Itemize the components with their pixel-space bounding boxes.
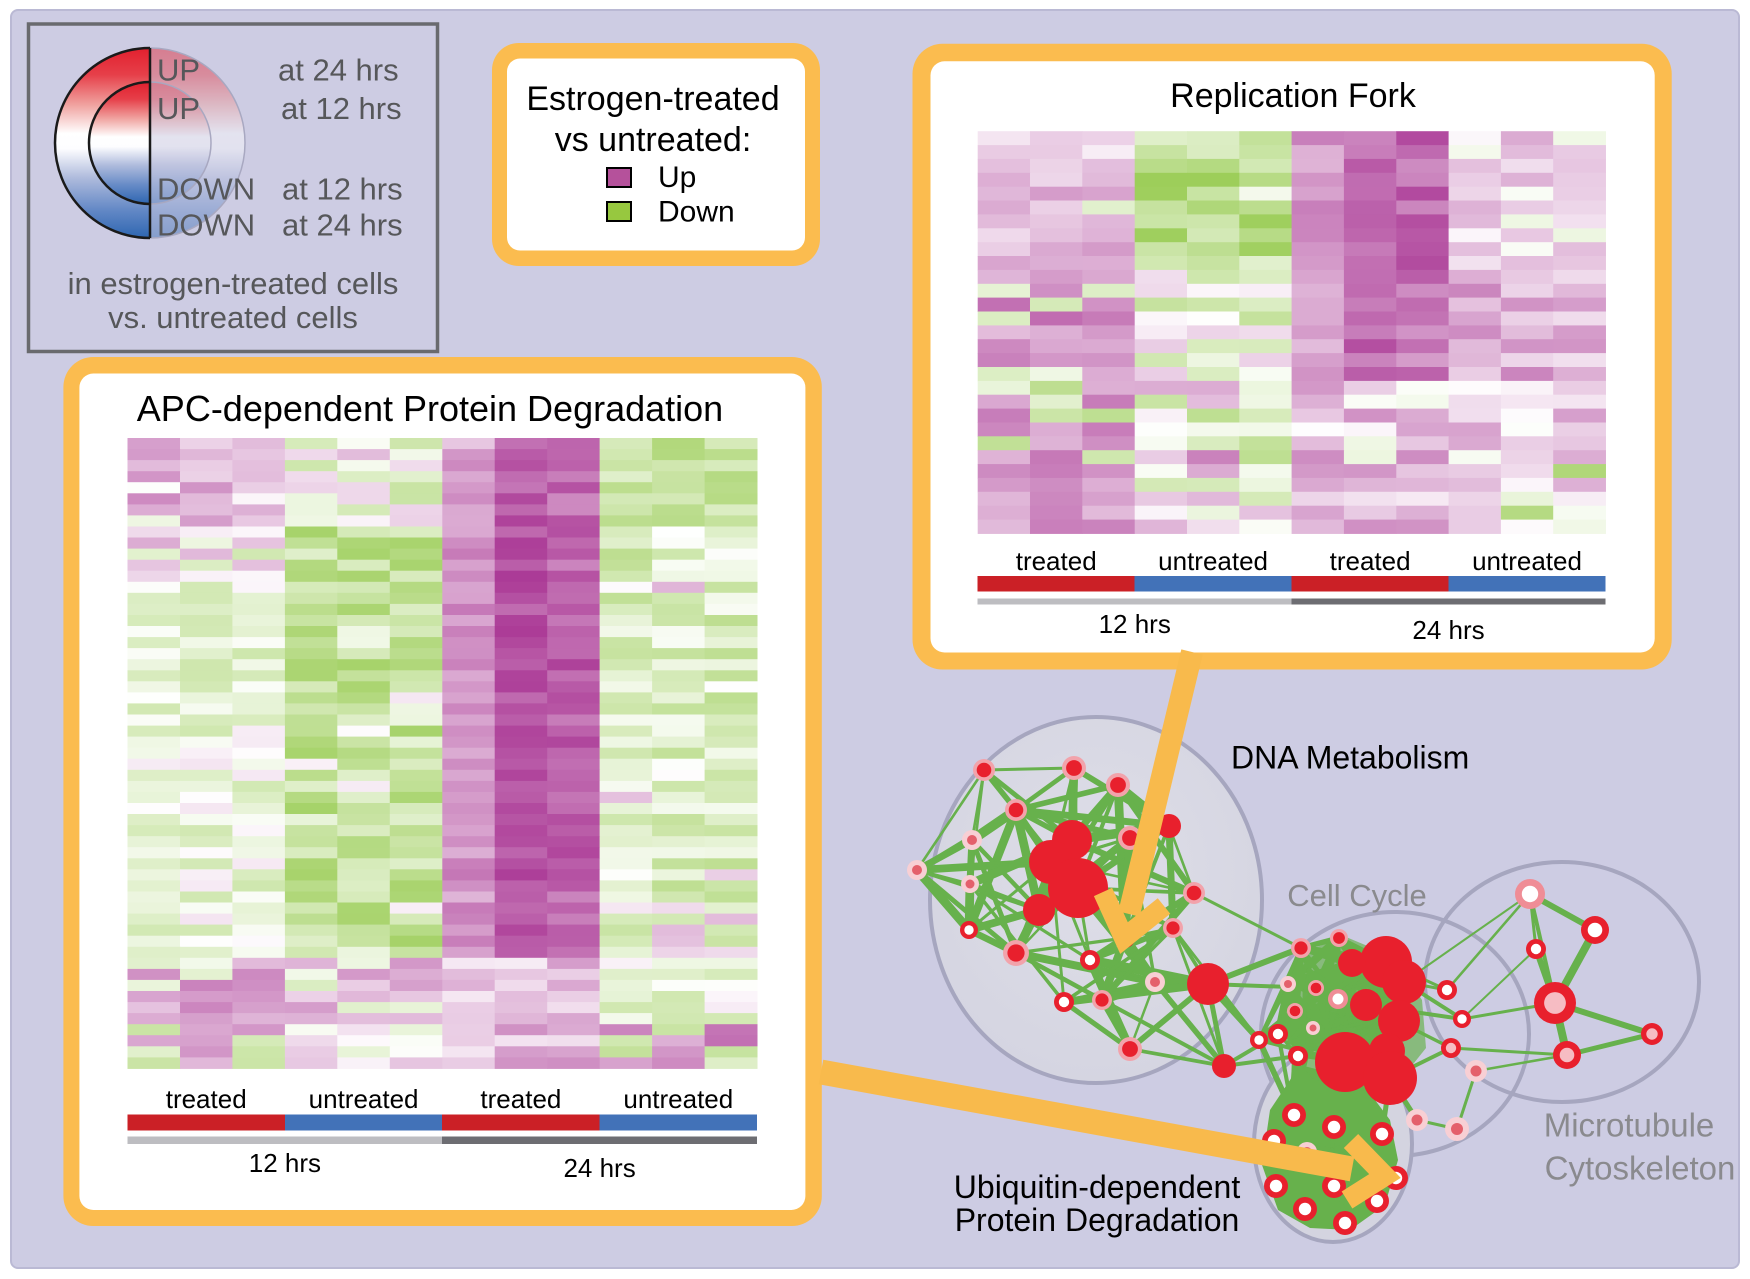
- svg-text:at 12 hrs: at 12 hrs: [281, 91, 402, 126]
- svg-text:24 hrs: 24 hrs: [563, 1153, 635, 1183]
- svg-text:treated: treated: [1016, 546, 1097, 576]
- svg-text:untreated: untreated: [309, 1084, 419, 1114]
- svg-text:treated: treated: [480, 1084, 561, 1114]
- svg-text:Cell Cycle: Cell Cycle: [1287, 878, 1427, 913]
- svg-text:Microtubule: Microtubule: [1544, 1107, 1715, 1144]
- svg-text:Up: Up: [658, 161, 696, 194]
- svg-text:treated: treated: [166, 1084, 247, 1114]
- svg-text:DNA Metabolism: DNA Metabolism: [1231, 740, 1469, 776]
- svg-text:vs. untreated cells: vs. untreated cells: [108, 300, 358, 335]
- svg-text:DOWN: DOWN: [157, 172, 255, 207]
- svg-text:Ubiquitin-dependent: Ubiquitin-dependent: [954, 1169, 1241, 1205]
- svg-text:APC-dependent Protein Degradat: APC-dependent Protein Degradation: [137, 388, 723, 429]
- svg-text:untreated: untreated: [623, 1084, 733, 1114]
- svg-text:at 24 hrs: at 24 hrs: [282, 208, 403, 243]
- svg-text:UP: UP: [157, 53, 200, 88]
- svg-text:untreated: untreated: [1472, 546, 1582, 576]
- svg-text:Cytoskeleton: Cytoskeleton: [1545, 1150, 1736, 1187]
- svg-text:DOWN: DOWN: [157, 208, 255, 243]
- svg-text:Replication Fork: Replication Fork: [1170, 77, 1417, 115]
- svg-text:12 hrs: 12 hrs: [1099, 609, 1171, 639]
- svg-text:Down: Down: [658, 196, 735, 229]
- svg-text:12 hrs: 12 hrs: [249, 1148, 321, 1178]
- svg-text:at 12 hrs: at 12 hrs: [282, 172, 403, 207]
- svg-text:untreated: untreated: [1158, 546, 1268, 576]
- svg-text:UP: UP: [157, 91, 200, 126]
- svg-text:treated: treated: [1330, 546, 1411, 576]
- svg-text:at 24 hrs: at 24 hrs: [278, 53, 399, 88]
- svg-text:Estrogen-treated: Estrogen-treated: [526, 80, 779, 118]
- svg-text:24 hrs: 24 hrs: [1412, 615, 1484, 645]
- svg-text:in estrogen-treated cells: in estrogen-treated cells: [68, 266, 399, 301]
- svg-text:vs untreated:: vs untreated:: [555, 121, 752, 159]
- svg-text:Protein Degradation: Protein Degradation: [955, 1202, 1240, 1238]
